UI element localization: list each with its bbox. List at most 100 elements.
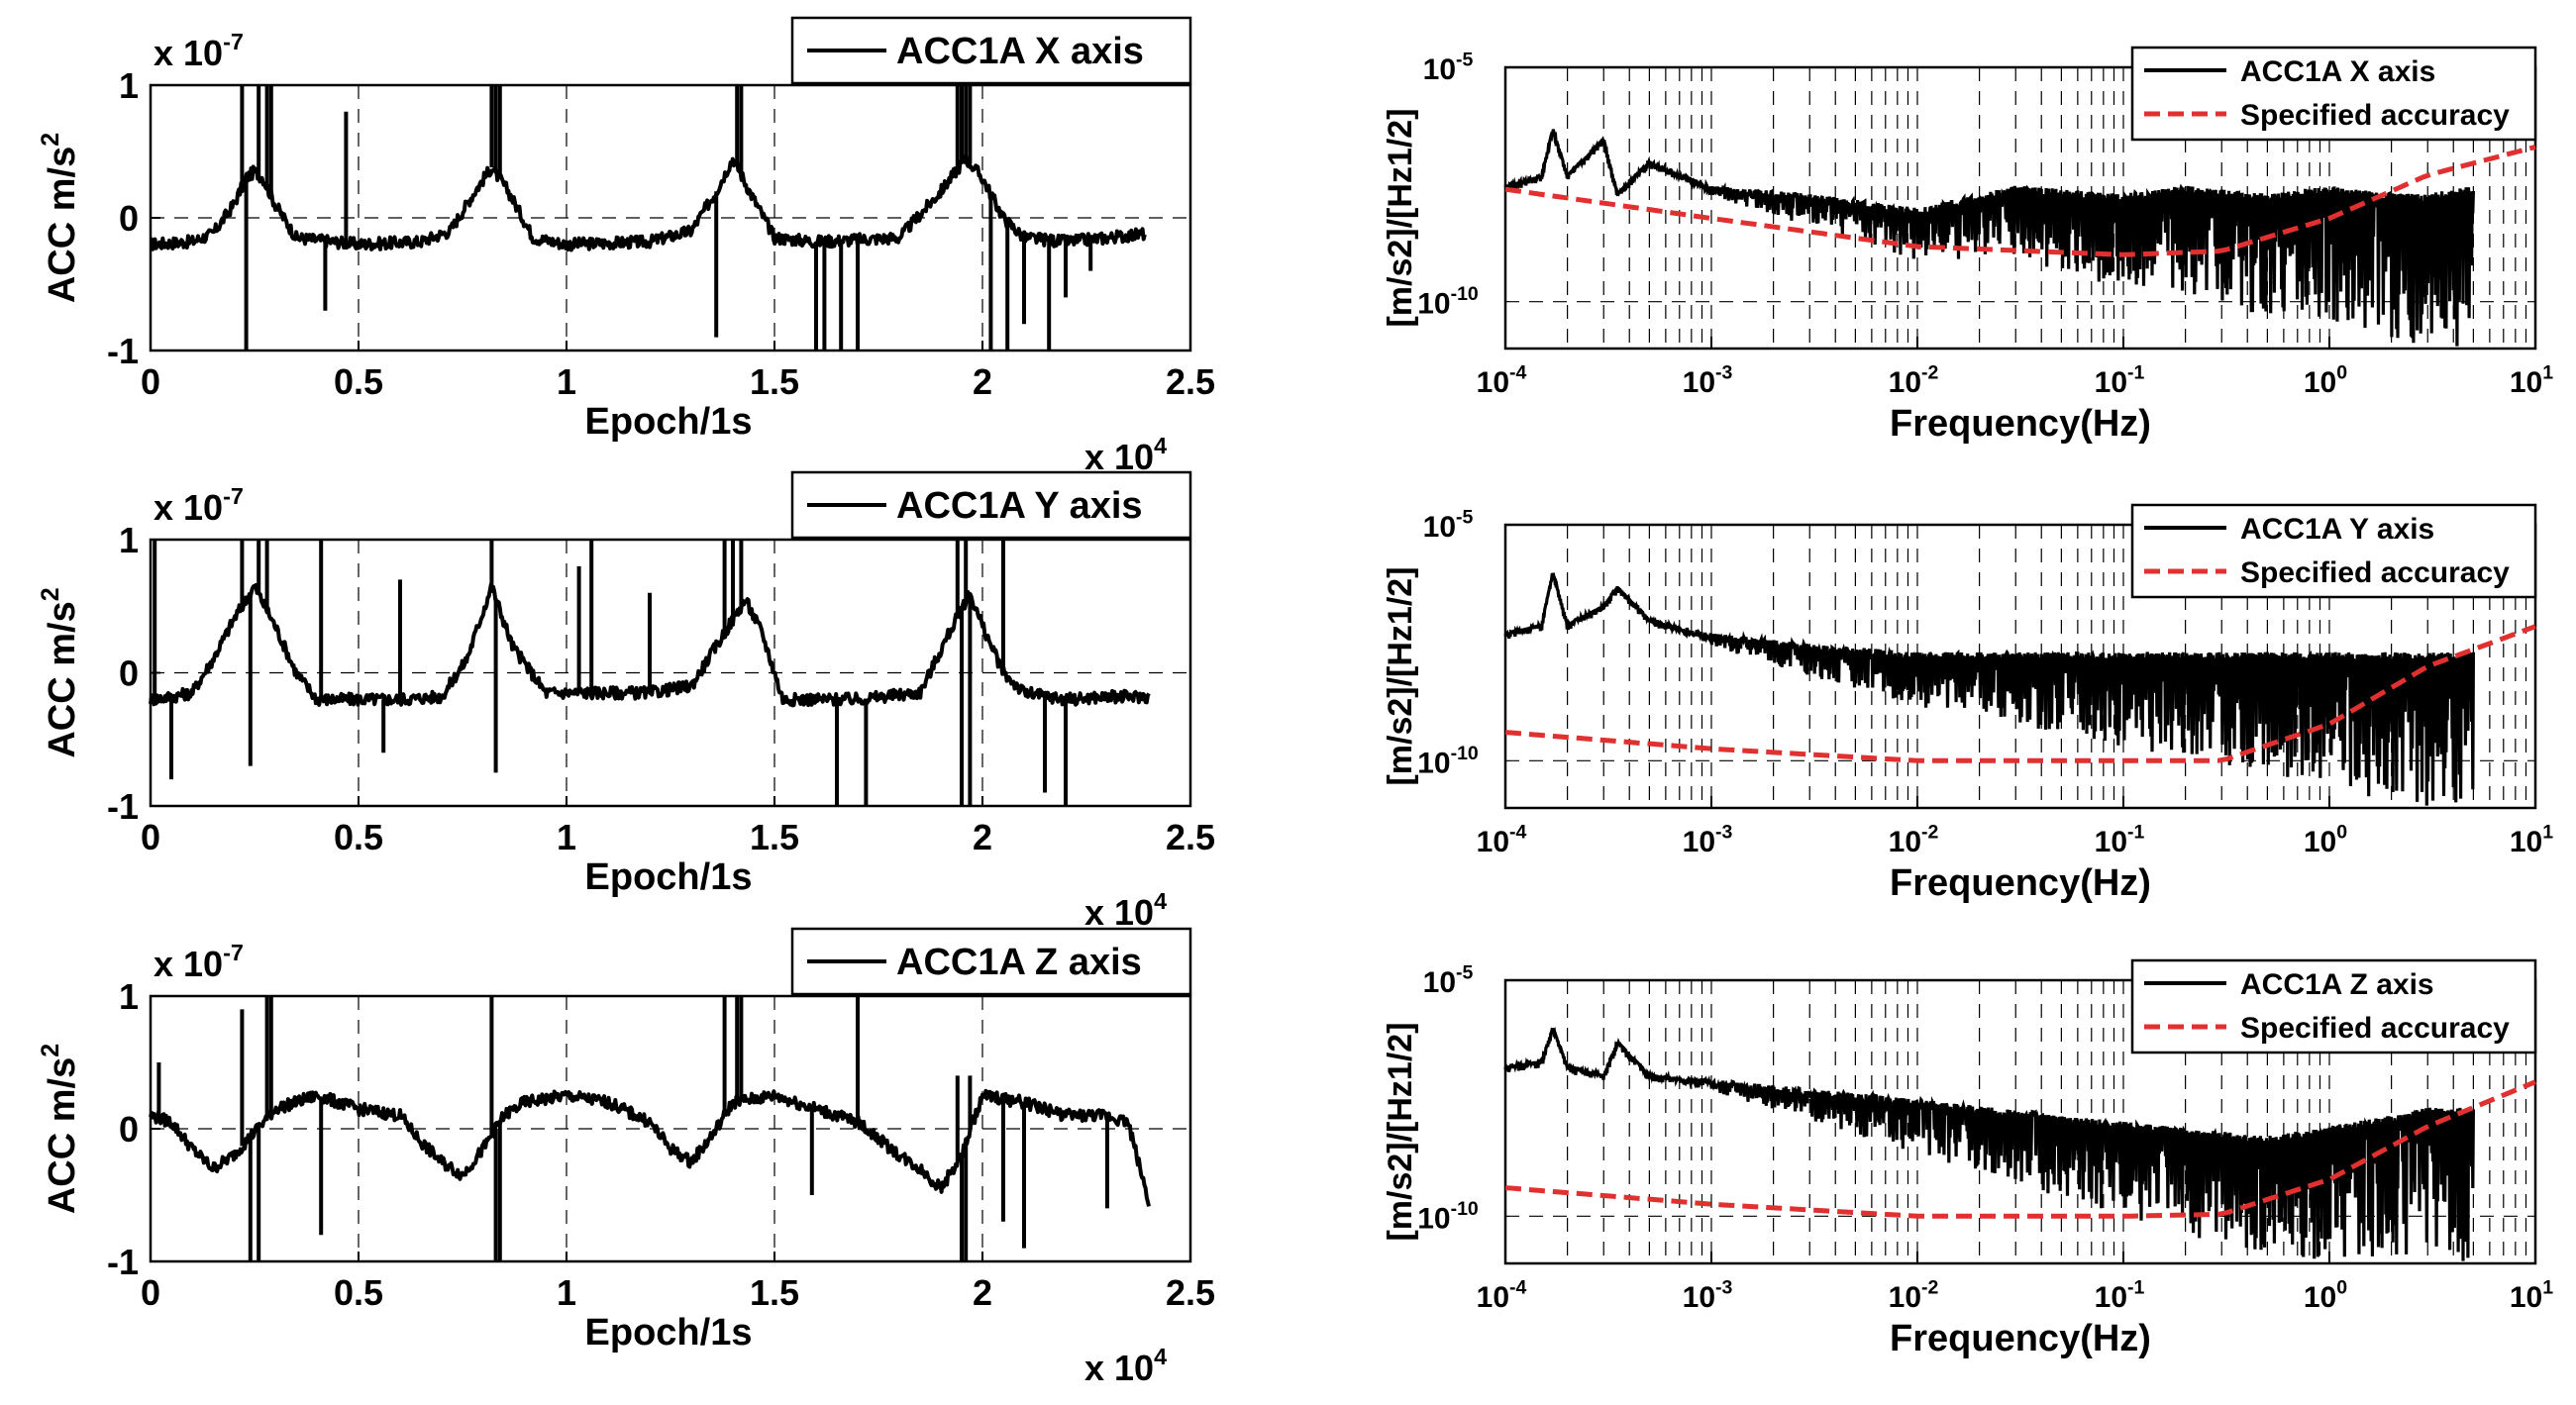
- series-line-specified-accuracy: [1504, 1079, 2536, 1219]
- x-tick-label-base: 10: [1683, 366, 1715, 399]
- series-line-specified-accuracy: [1504, 624, 2536, 763]
- x-tick-label-base: 10: [2510, 1281, 2542, 1314]
- x-tick-label: 10-1: [2095, 362, 2145, 400]
- x-tick-label: 10-3: [1683, 822, 1733, 859]
- x-tick-label-exp: -1: [2127, 1277, 2144, 1299]
- x-tick-label: 2: [973, 1272, 992, 1313]
- x-tick-label-exp: -4: [1509, 822, 1526, 844]
- y-tick-label: 0: [119, 198, 139, 239]
- x-tick-label: 0: [141, 1272, 160, 1313]
- x-tick-label-base: 10: [1477, 826, 1509, 858]
- x-tick-label: 10-1: [2095, 1277, 2145, 1315]
- y-tick-label: 1: [119, 65, 139, 106]
- legend-label: ACC1A Z axis: [896, 942, 1142, 983]
- y-axis-label-base: ACC m/s: [42, 147, 83, 303]
- x-tick-label-exp: 0: [2336, 822, 2347, 844]
- x-tick-label: 2: [973, 817, 992, 857]
- y-tick-label-base: 10: [1423, 966, 1456, 999]
- x-tick-label-base: 10: [1889, 826, 1921, 858]
- x-tick-label: 0: [141, 361, 160, 402]
- legend: ACC1A Y axis: [790, 470, 1192, 540]
- x-tick-label-base: 10: [2510, 366, 2542, 399]
- x-tick-label: 10-2: [1889, 822, 1939, 859]
- x-tick-label-exp: -2: [1921, 822, 1938, 844]
- y-axis-label: [m/s2]/[Hz1/2]: [1382, 566, 1419, 785]
- y-tick-label-base: 10: [1417, 1202, 1450, 1235]
- series-line-acc1a-y-axis: [149, 582, 1151, 708]
- legend-box: [2130, 46, 2537, 142]
- x-axis-label: Frequency(Hz): [1890, 862, 2151, 904]
- y-multiplier-base: x 10: [154, 33, 223, 73]
- x-tick-label: 101: [2510, 1277, 2553, 1315]
- x-tick-label: 10-4: [1477, 1277, 1527, 1315]
- x-tick-label-exp: -4: [1509, 1277, 1526, 1299]
- x-tick-label-base: 10: [2510, 826, 2542, 858]
- x-tick-label: 2.5: [1166, 361, 1215, 402]
- x-tick-label-exp: 1: [2542, 822, 2553, 844]
- x-tick-label-exp: 0: [2336, 1277, 2347, 1299]
- x-tick-label-exp: -1: [2127, 822, 2144, 844]
- y-tick-label: 0: [119, 1109, 139, 1150]
- legend-box: [2130, 958, 2537, 1054]
- x-tick-label-exp: 1: [2542, 362, 2553, 384]
- x-tick-label-base: 10: [2095, 826, 2127, 858]
- legend-label: ACC1A X axis: [896, 31, 1144, 72]
- y-axis-label: ACC m/s2: [37, 587, 83, 757]
- y-tick-label-exp: -5: [1456, 507, 1473, 529]
- y-tick-label: 10-5: [1423, 507, 1474, 545]
- y-tick-label: -1: [107, 1242, 139, 1282]
- x-tick-label: 2: [973, 361, 992, 402]
- x-tick-label: 10-2: [1889, 362, 1939, 400]
- x-tick-label-exp: -2: [1921, 362, 1938, 384]
- legend-label: ACC1A X axis: [2240, 55, 2435, 88]
- x-tick-label: 0.5: [334, 361, 383, 402]
- y-multiplier-base: x 10: [154, 487, 223, 528]
- x-axis-label: Frequency(Hz): [1890, 1318, 2151, 1359]
- x-tick-label: 10-3: [1683, 362, 1733, 400]
- x-axis-label: Epoch/1s: [585, 1312, 753, 1354]
- x-tick-label: 10-4: [1477, 362, 1527, 400]
- legend-label: ACC1A Y axis: [2240, 513, 2434, 546]
- y-axis-label-base: ACC m/s: [42, 1057, 83, 1214]
- x-tick-label: 1: [557, 817, 576, 857]
- x-multiplier: x 104: [1084, 433, 1167, 477]
- y-multiplier: x 10-7: [154, 29, 244, 73]
- time-chart-1: [149, 538, 1192, 808]
- x-tick-label-base: 10: [2095, 366, 2127, 399]
- legend: ACC1A Y axis Specified accuracy: [2130, 503, 2537, 599]
- x-tick-label-base: 10: [2304, 826, 2336, 858]
- x-tick-label-exp: -3: [1715, 822, 1732, 844]
- legend: ACC1A X axis: [790, 16, 1192, 85]
- x-tick-label-base: 10: [2304, 1281, 2336, 1314]
- x-tick-label: 1: [557, 1272, 576, 1313]
- x-tick-label-exp: 1: [2542, 1277, 2553, 1299]
- y-tick-label: 10-5: [1423, 962, 1474, 1000]
- y-axis-label: ACC m/s2: [37, 1044, 83, 1214]
- y-tick-label: 1: [119, 976, 139, 1017]
- y-multiplier-base: x 10: [154, 944, 223, 984]
- y-multiplier-exp: -7: [223, 940, 244, 965]
- y-tick-label: 10-5: [1423, 50, 1474, 87]
- y-axis-label: [m/s2]/[Hz1/2]: [1382, 108, 1419, 327]
- x-tick-label-exp: -3: [1715, 362, 1732, 384]
- x-tick-label-base: 10: [1889, 366, 1921, 399]
- y-tick-label: 0: [119, 653, 139, 694]
- x-tick-label-exp: -1: [2127, 362, 2144, 384]
- legend: ACC1A Z axis Specified accuracy: [2130, 958, 2537, 1054]
- x-multiplier-base: x 10: [1084, 892, 1154, 933]
- y-tick-label-base: 10: [1423, 511, 1456, 544]
- x-multiplier-base: x 10: [1084, 437, 1154, 477]
- x-tick-label-exp: -2: [1921, 1277, 1938, 1299]
- y-tick-label-exp: -10: [1451, 743, 1479, 764]
- psd-chart-0: [1503, 65, 2537, 351]
- x-multiplier-base: x 10: [1084, 1348, 1154, 1388]
- y-axis-label-exp: 2: [37, 1044, 64, 1057]
- legend-label: Specified accuracy: [2240, 99, 2510, 132]
- x-tick-label: 10-1: [2095, 822, 2145, 859]
- x-axis-label: Frequency(Hz): [1890, 403, 2151, 445]
- y-tick-label-base: 10: [1417, 288, 1450, 321]
- y-tick-label-exp: -5: [1456, 962, 1473, 984]
- y-multiplier-exp: -7: [223, 29, 244, 54]
- x-multiplier: x 104: [1084, 888, 1167, 933]
